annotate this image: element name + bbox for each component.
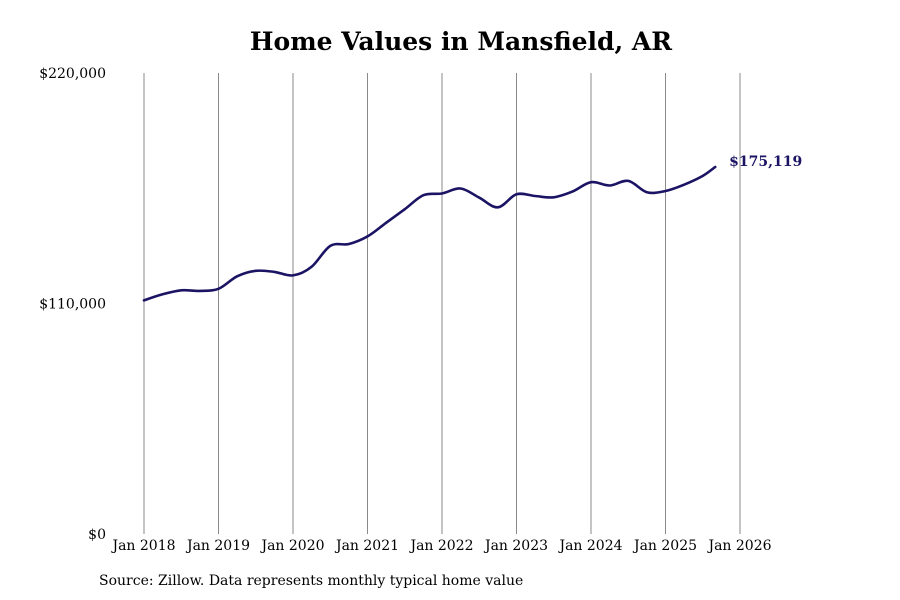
- x-tick-label: Jan 2023: [483, 538, 548, 554]
- chart-title: Home Values in Mansfield, AR: [249, 27, 673, 56]
- x-tick-label: Jan 2024: [557, 538, 622, 554]
- x-tick-label: Jan 2025: [632, 538, 697, 554]
- x-tick-label: Jan 2021: [334, 538, 399, 554]
- x-tick-label: Jan 2018: [110, 538, 175, 554]
- y-tick-label: $110,000: [39, 297, 106, 313]
- end-value-label: $175,119: [729, 154, 802, 170]
- x-tick-label: Jan 2020: [259, 538, 324, 554]
- y-tick-label: $0: [88, 527, 106, 543]
- x-tick-label: Jan 2026: [706, 538, 771, 554]
- series-line: [142, 165, 717, 302]
- source-note: Source: Zillow. Data represents monthly …: [99, 573, 524, 589]
- x-tick-label: Jan 2022: [408, 538, 473, 554]
- x-tick-label: Jan 2019: [185, 538, 250, 554]
- y-tick-label: $220,000: [39, 66, 106, 82]
